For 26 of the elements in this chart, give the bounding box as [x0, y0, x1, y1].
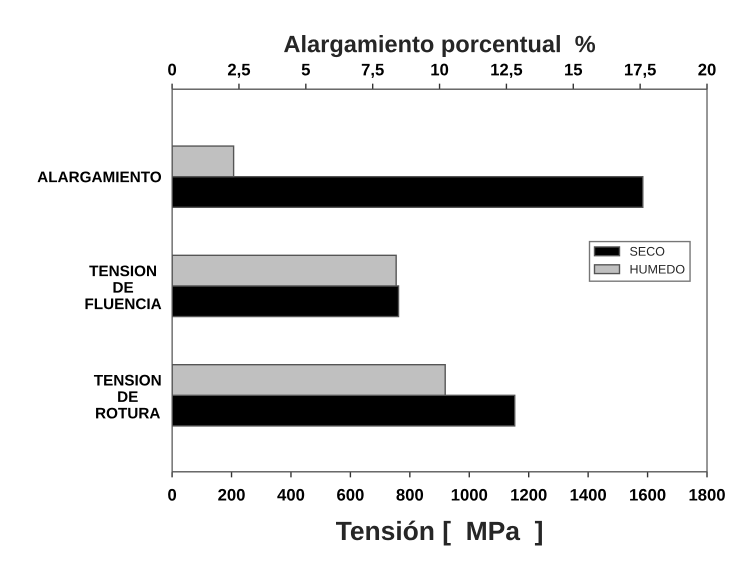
x2-tick-label: 5	[302, 64, 310, 76]
x-tick-label: 600	[337, 488, 364, 501]
x-tick-label: 200	[218, 488, 245, 501]
x-tick-label: 1400	[570, 488, 606, 501]
x2-tick-label: 10	[431, 64, 448, 76]
x2-tick-label: 17,5	[624, 64, 656, 78]
x2-tick-label: 15	[565, 64, 582, 76]
x-tick-label: 1000	[452, 488, 488, 501]
x-tick-label: 1800	[690, 488, 725, 501]
x2-tick-label: 2,5	[228, 64, 250, 78]
legend-label: HUMEDO	[630, 264, 684, 274]
x2-axis-title: Alargamiento porcentual %	[284, 35, 596, 58]
y-tick-label: ALARGAMIENTO	[38, 172, 162, 182]
x-tick-label: 0	[168, 488, 176, 501]
x2-tick-label: 7,5	[362, 64, 384, 78]
x-tick-label: 400	[277, 488, 304, 501]
y-tick-label: TENSION DE ROTURA	[94, 374, 161, 419]
x-axis-title: Tensión [ MPa ]	[336, 520, 542, 546]
x2-tick-label: 0	[168, 64, 176, 76]
legend-label: SECO	[630, 246, 664, 256]
x-tick-label: 1200	[511, 488, 547, 501]
x2-tick-label: 20	[698, 64, 716, 76]
y-tick-label: TENSION DE FLUENCIA	[85, 265, 162, 310]
x-tick-label: 1600	[630, 488, 666, 501]
x2-tick-label: 12,5	[491, 64, 522, 78]
x-tick-label: 800	[396, 488, 424, 501]
